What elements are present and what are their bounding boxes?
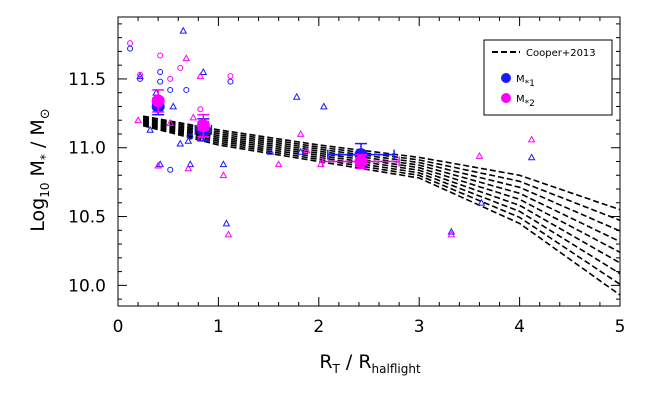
m2-mean-point: [151, 94, 165, 108]
m1-open-circle-point: [187, 133, 194, 140]
m1-open-triangle-point: [296, 147, 305, 155]
cooper-band-line: [142, 124, 621, 296]
cooper-band-line: [142, 115, 621, 211]
x-tick-label: 0: [113, 317, 124, 337]
x-tick-label: 4: [514, 317, 525, 337]
cooper-band-line: [142, 117, 621, 232]
y-tick-label: 10.0: [68, 276, 106, 296]
x-tick-label: 2: [313, 317, 324, 337]
x-axis-title: RT / Rhalflight: [319, 351, 421, 376]
m2-open-triangle-point: [302, 146, 311, 154]
m2-open-triangle-point: [475, 151, 484, 159]
m1-open-triangle-point: [176, 139, 185, 147]
m1-open-circle-point: [167, 166, 174, 173]
m2-open-triangle-point: [166, 118, 175, 126]
m2-open-triangle-point: [224, 230, 233, 238]
cooper-band-line: [142, 118, 621, 243]
legend-m2-marker: [501, 93, 511, 103]
x-tick-label: 3: [414, 317, 425, 337]
m1-open-circle-point: [167, 86, 174, 93]
x-axis: 0 1 2 3 4 5: [113, 17, 626, 337]
m1-open-triangle-point: [199, 68, 208, 75]
m2-open-triangle-point: [154, 161, 163, 169]
m2-open-triangle-point: [296, 129, 305, 137]
m1-open-circle-point: [183, 86, 190, 93]
y-tick-label: 10.5: [68, 208, 106, 228]
m1-open-triangle-point: [184, 136, 193, 144]
m1-open-circle-point: [157, 69, 164, 76]
m2-open-circle-point: [167, 75, 174, 82]
y-axis: 10.0 10.5 11.0 11.5: [68, 23, 620, 300]
m2-open-circle-point: [127, 40, 134, 47]
m2-mean-point: [196, 119, 210, 133]
m1-open-triangle-point: [179, 26, 188, 34]
x-tick-label: 5: [615, 317, 626, 337]
x-tick-label: 1: [213, 317, 224, 337]
data-points: [127, 26, 536, 238]
m1-open-triangle-point: [447, 227, 456, 235]
y-axis-title: Log10 M* / M⊙: [27, 108, 53, 231]
m1-open-triangle-point: [266, 147, 275, 155]
m2-open-circle-point: [227, 73, 234, 80]
m2-open-triangle-point: [134, 116, 142, 124]
y-tick-label: 11.5: [68, 70, 106, 90]
cooper-band-line: [142, 121, 621, 264]
m2-open-triangle-point: [274, 160, 283, 168]
m1-open-triangle-point: [477, 198, 486, 206]
m2-open-triangle-point: [182, 54, 191, 62]
cooper-band: [142, 115, 621, 296]
m1-open-triangle-point: [169, 102, 178, 110]
m1-open-triangle-point: [222, 219, 231, 227]
legend: Cooper+2013 M*1 M*2: [483, 39, 613, 116]
m1-open-circle-point: [157, 78, 164, 85]
m2-open-circle-point: [177, 64, 184, 71]
m2-open-triangle-point: [196, 72, 205, 80]
m2-open-triangle-point: [189, 113, 198, 121]
m1-open-triangle-point: [146, 125, 154, 133]
m2-open-circle-point: [157, 52, 164, 59]
m2-open-triangle-point: [447, 230, 456, 238]
cooper-band-line: [142, 122, 621, 275]
m1-open-triangle-point: [527, 153, 536, 161]
m2-open-triangle-point: [184, 164, 193, 172]
m2-open-circle-point: [197, 106, 204, 113]
m1-open-triangle-point: [186, 160, 195, 168]
m2-open-triangle-point: [527, 135, 536, 143]
m1-open-triangle-point: [292, 92, 301, 100]
legend-cooper-label: Cooper+2013: [526, 48, 596, 59]
m2-mean-point: [354, 155, 368, 168]
cooper-band-line: [142, 120, 621, 254]
m1-open-triangle-point: [136, 72, 144, 80]
y-tick-label: 11.0: [68, 139, 106, 159]
m1-open-triangle-point: [219, 160, 228, 168]
cooper-band-line: [142, 123, 621, 285]
m1-open-circle-point: [127, 45, 134, 52]
m2-open-circle-point: [137, 71, 144, 78]
m2-open-triangle-point: [219, 171, 228, 179]
legend-m1-marker: [501, 73, 511, 83]
m1-open-circle-point: [227, 78, 234, 85]
m1-open-triangle-point: [319, 102, 328, 110]
